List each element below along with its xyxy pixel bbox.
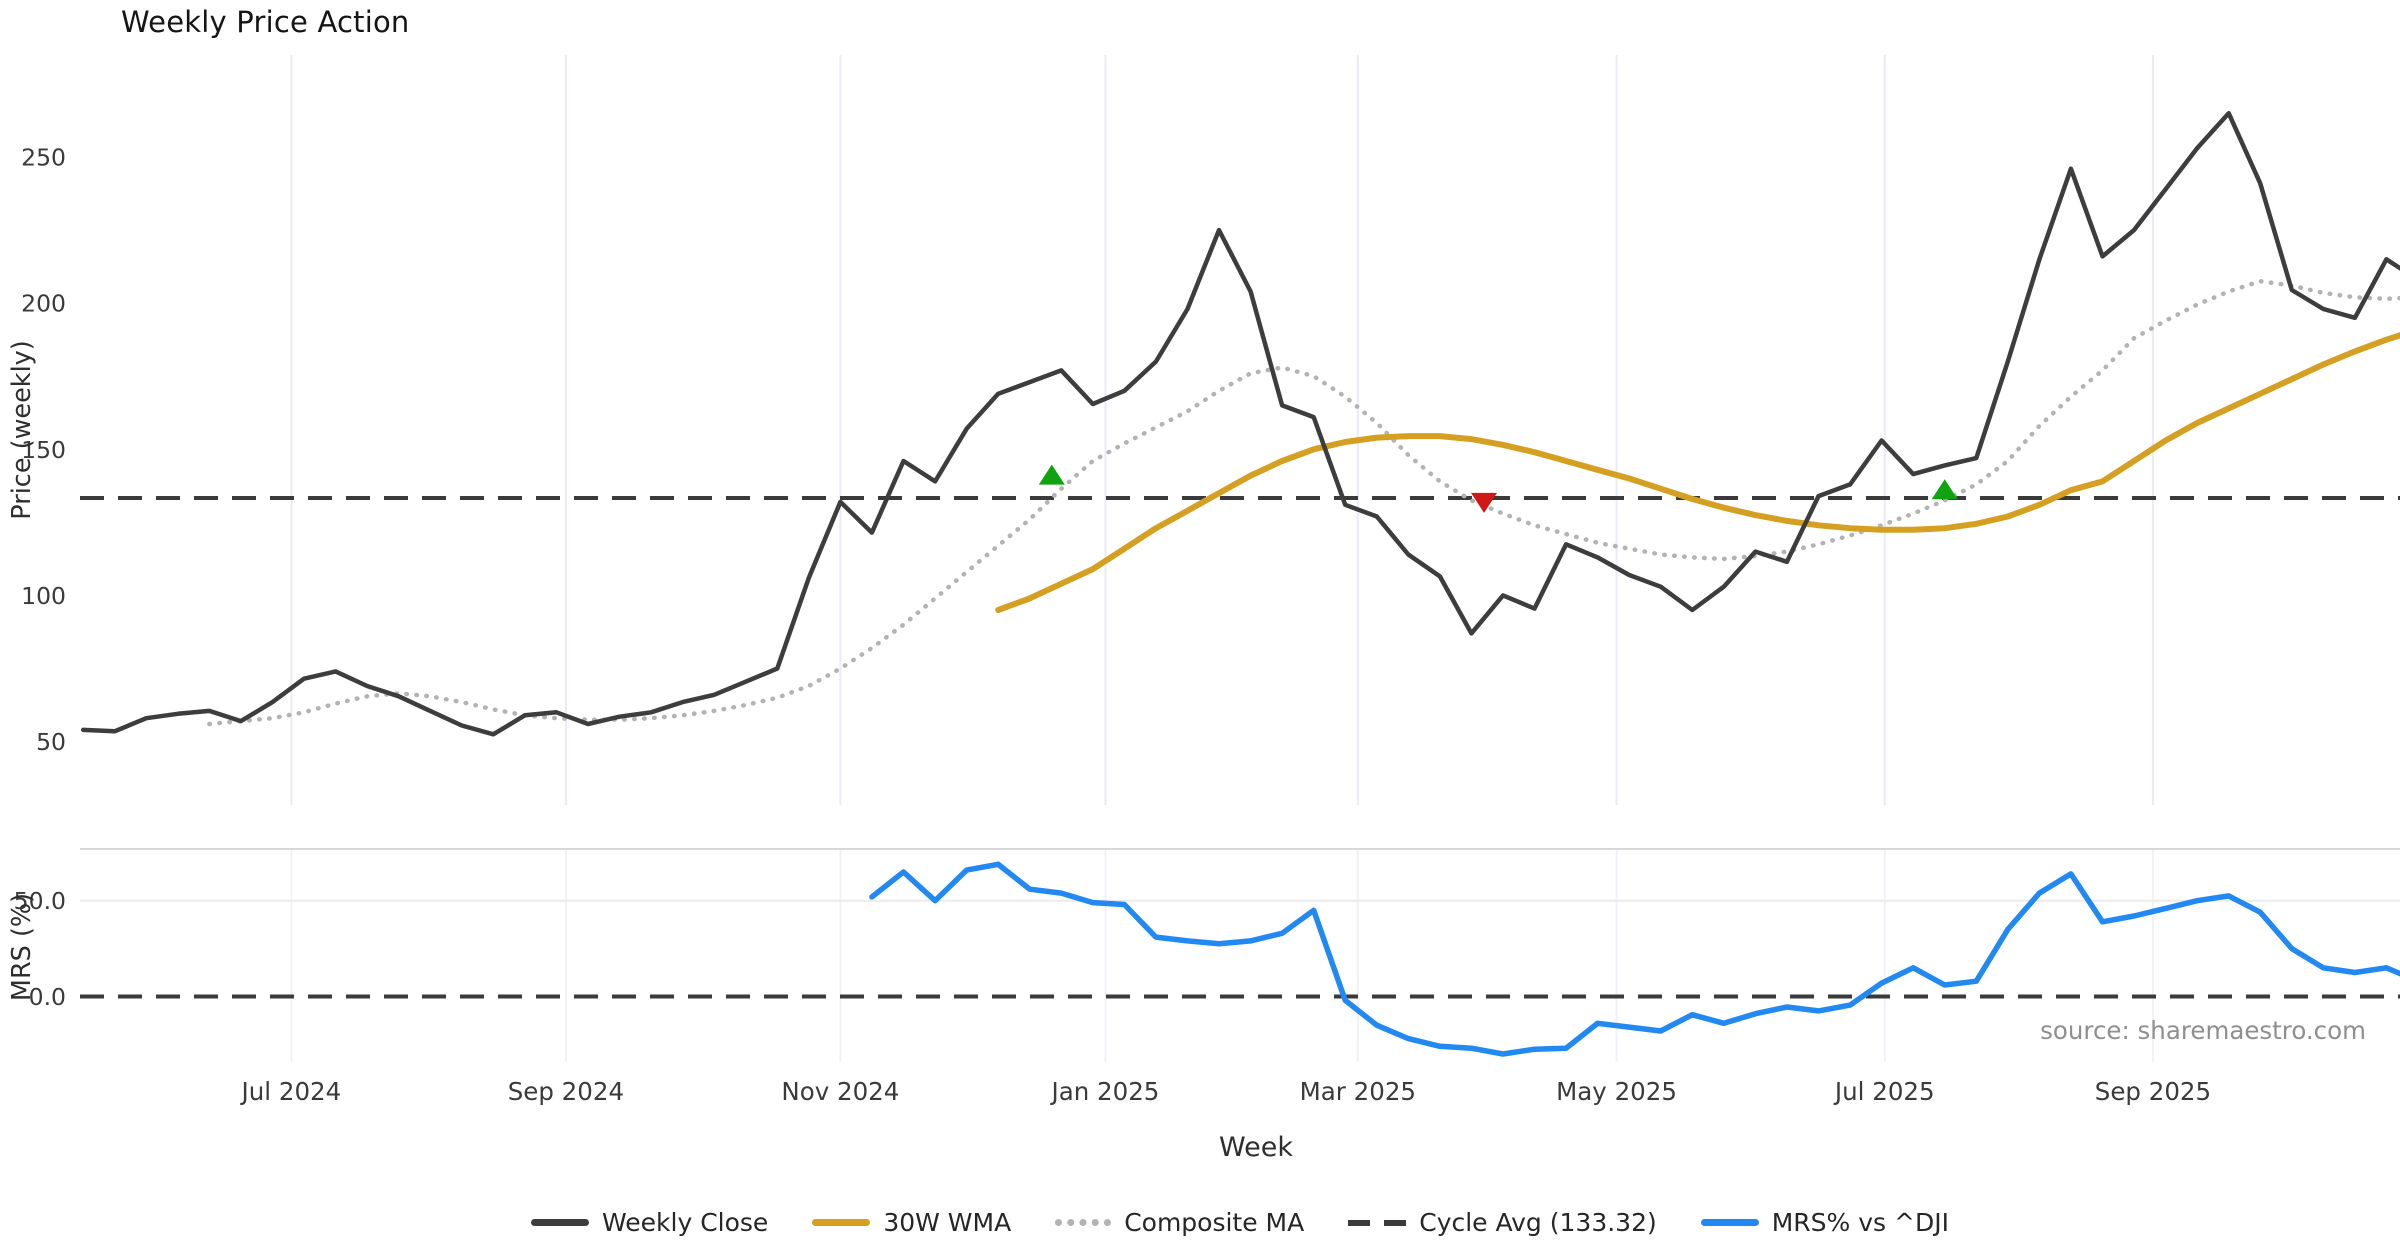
month-tick-label: Jul 2024 <box>240 1077 342 1106</box>
legend-label: MRS% vs ^DJI <box>1771 1208 1949 1237</box>
mrs-line-swatch-icon <box>1700 1219 1759 1226</box>
legend-item-mrs: MRS% vs ^DJI <box>1700 1208 1949 1237</box>
legend-item-30w-wma: 30W WMA <box>812 1208 1011 1237</box>
month-tick-label: Jul 2025 <box>1833 1077 1935 1106</box>
month-tick-label: Sep 2025 <box>2095 1077 2211 1106</box>
price-ytick-label: 50 <box>36 728 66 756</box>
price-ytick-label: 150 <box>21 436 66 464</box>
composite-ma-line <box>207 278 2400 727</box>
month-tick-label: Sep 2024 <box>508 1077 624 1106</box>
month-tick-label: Mar 2025 <box>1300 1077 1416 1106</box>
month-tick-label: Jan 2025 <box>1049 1077 1159 1106</box>
cycle-avg-dashed-swatch-icon <box>1348 1219 1407 1226</box>
wma-30w-line <box>995 332 2400 613</box>
month-tick-label: Nov 2024 <box>781 1077 899 1106</box>
sell-signal-triangle-icon <box>1471 492 1498 513</box>
chart-title: Weekly Price Action <box>121 5 410 39</box>
legend-label: Cycle Avg (133.32) <box>1419 1208 1657 1237</box>
price-ytick-label: 100 <box>21 582 66 610</box>
mrs-line <box>869 861 2400 1057</box>
legend-label: Composite MA <box>1124 1208 1305 1237</box>
buy-signal-triangle-icon <box>1038 464 1065 485</box>
wma-line-swatch-icon <box>812 1219 871 1226</box>
x-axis-label: Week <box>1219 1132 1293 1163</box>
price-ytick-label: 250 <box>21 144 66 172</box>
mrs-ytick-label: 50.0 <box>14 887 66 915</box>
mrs-axis-label: MRS (%) <box>7 893 37 1001</box>
buy-signal-triangle-icon <box>1931 479 1958 500</box>
composite-ma-dotted-swatch-icon <box>1055 1219 1112 1226</box>
legend-label: 30W WMA <box>883 1208 1012 1237</box>
legend-item-composite-ma: Composite MA <box>1055 1208 1304 1237</box>
legend: Weekly Close 30W WMA Composite MA Cycle … <box>80 1208 2400 1237</box>
mrs-ytick-label: 0.0 <box>29 983 66 1011</box>
source-note: source: sharemaestro.com <box>2040 1016 2366 1045</box>
legend-item-weekly-close: Weekly Close <box>531 1208 768 1237</box>
legend-item-cycle-avg: Cycle Avg (133.32) <box>1348 1208 1657 1237</box>
month-tick-label: May 2025 <box>1556 1077 1677 1106</box>
weekly-close-line-swatch-icon <box>531 1219 590 1226</box>
legend-label: Weekly Close <box>602 1208 769 1237</box>
weekly-close-line <box>80 110 2400 737</box>
price-ytick-label: 200 <box>21 290 66 318</box>
price-axis-label: Price (weekly) <box>7 340 37 519</box>
